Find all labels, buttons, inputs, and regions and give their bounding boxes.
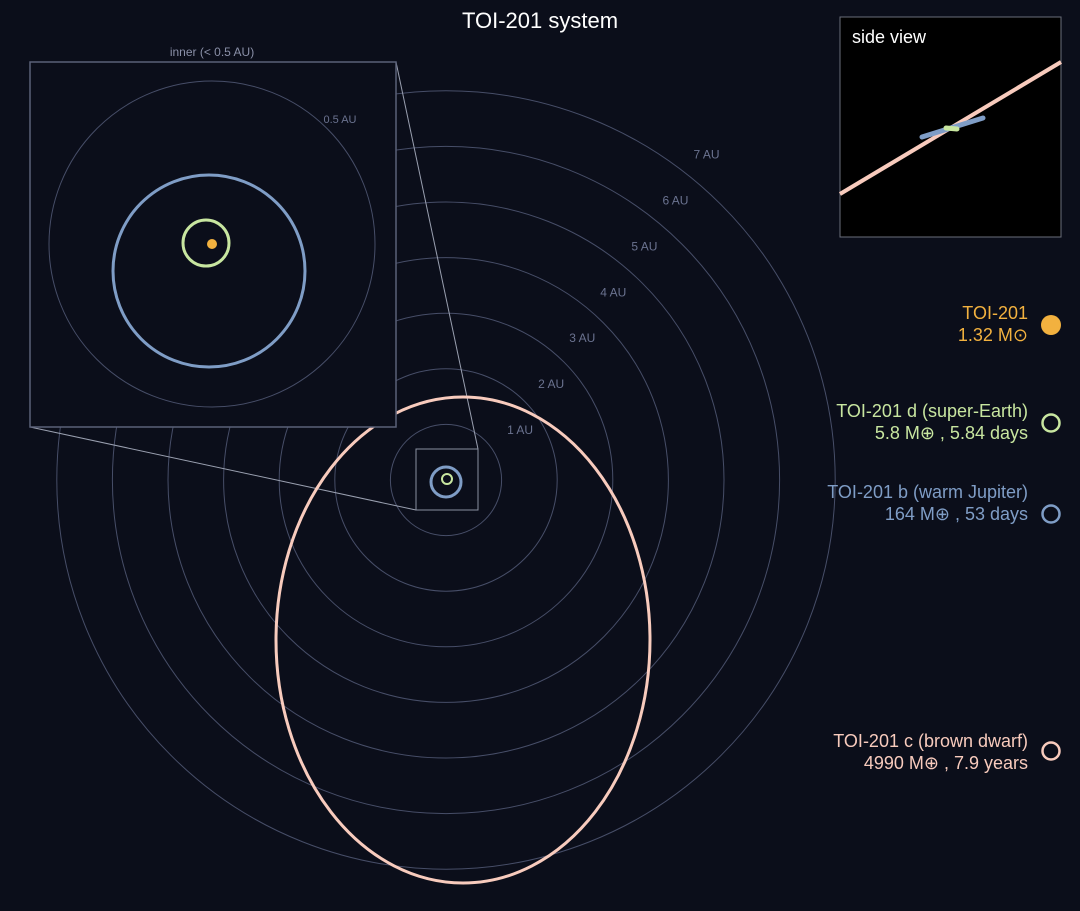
star-icon [207, 239, 217, 249]
legend-marker-b [1041, 504, 1061, 524]
legend-item-star: TOI-201 1.32 M⊙ [957, 303, 1028, 345]
ring-2au [334, 368, 558, 592]
au-rings: 1 AU 2 AU 3 AU 4 AU 5 AU 6 AU 7 AU [56, 90, 836, 870]
ring-0.5au [48, 80, 376, 408]
inset-connector [395, 61, 479, 450]
orbit-c [274, 395, 652, 885]
legend-item-c: TOI-201 c (brown dwarf) 4990 M⊕ , 7.9 yea… [833, 731, 1028, 773]
ring-label: 4 AU [600, 285, 626, 299]
side-view-panel: side view [838, 16, 1063, 238]
legend-item-d: TOI-201 d (super-Earth) 5.8 M⊕ , 5.84 day… [836, 401, 1028, 443]
ring-label: 3 AU [569, 331, 595, 345]
side-orbit-d [943, 125, 960, 132]
ring-4au [223, 257, 669, 703]
orbit-d [441, 473, 453, 485]
ring-label: 2 AU [538, 377, 564, 391]
ring-label: 6 AU [662, 193, 688, 207]
inset-title: inner (< 0.5 AU) [170, 45, 254, 59]
inset-region [415, 448, 479, 511]
ring-label: 1 AU [507, 423, 533, 437]
legend-item-b: TOI-201 b (warm Jupiter) 164 M⊕ , 53 days [827, 482, 1028, 524]
side-view-title: side view [852, 27, 927, 47]
ring-1au [389, 423, 503, 537]
ring-label: 7 AU [694, 147, 720, 161]
inset-orbit-d [181, 218, 231, 268]
legend-marker-d [1041, 413, 1061, 433]
inset-panel: 0.5 AU inner (< 0.5 AU) [29, 45, 397, 428]
ring-label: 0.5 AU [323, 114, 356, 126]
inset-connector [29, 426, 417, 511]
orbit-b [429, 465, 463, 499]
ring-7au [56, 90, 836, 870]
ring-6au [111, 145, 781, 815]
inset-orbit-b [111, 173, 307, 369]
legend-marker-star [1041, 315, 1061, 335]
page-title: TOI-201 system [462, 8, 618, 33]
legend-marker-c [1041, 741, 1061, 761]
ring-3au [278, 312, 614, 648]
ring-5au [167, 201, 725, 759]
ring-label: 5 AU [631, 239, 657, 253]
